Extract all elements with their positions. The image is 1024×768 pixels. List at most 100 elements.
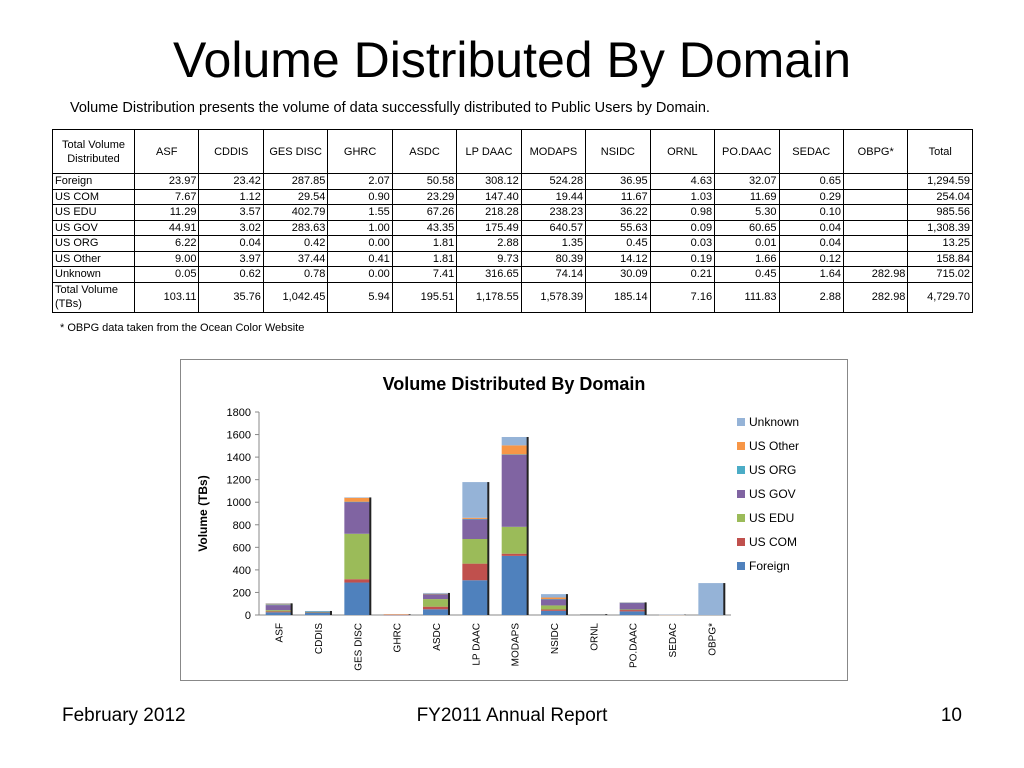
table-corner-header: Total Volume Distributed [52, 129, 135, 174]
column-header: OBPG* [842, 129, 909, 174]
table-cell: 1.81 [391, 250, 458, 267]
table-cell: 0.00 [327, 235, 393, 252]
table-cell: 3.57 [198, 204, 264, 221]
table-cell: 11.67 [585, 188, 651, 205]
table-cell: 1.66 [714, 250, 780, 267]
table-cell: 0.90 [327, 188, 393, 205]
column-header: ASDC [391, 129, 458, 174]
table-cell: 80.39 [520, 250, 587, 267]
bar-edge [447, 592, 450, 615]
bar-segment [462, 519, 489, 540]
bar-segment [462, 482, 489, 518]
footer-page-number: 10 [940, 705, 962, 726]
bar-segment [265, 604, 292, 606]
x-tick-label: NSIDC [550, 623, 561, 654]
slide-title: Volume Distributed By Domain [172, 32, 852, 88]
table-cell: 9.00 [133, 250, 200, 267]
table-cell: 1,294.59 [907, 173, 973, 190]
x-tick-label: ORNL [589, 623, 600, 651]
bar-segment [423, 606, 449, 610]
bar-segment [462, 563, 489, 581]
table-cell: 7.67 [133, 188, 200, 205]
bar-segment [541, 599, 567, 600]
bar-segment [305, 612, 331, 615]
table-cell: 4,729.70 [907, 281, 973, 313]
bar-segment [383, 614, 410, 615]
table-cell: 3.02 [198, 219, 264, 236]
bar-segment [501, 445, 528, 455]
bar-edge [644, 602, 647, 615]
table-cell: 44.91 [133, 219, 200, 236]
table-cell: 0.04 [778, 235, 844, 252]
table-cell: 1.81 [391, 235, 458, 252]
table-cell [842, 173, 909, 190]
y-tick-label: 200 [233, 587, 251, 599]
table-cell: 4.63 [649, 173, 716, 190]
table-cell: 35.76 [198, 281, 264, 313]
table-cell: 19.44 [520, 188, 587, 205]
table-cell: 1.00 [327, 219, 393, 236]
row-label: Unknown [52, 266, 135, 283]
table-row: Total Volume (TBs) 103.11 35.76 1,042.45 5.9… [52, 281, 973, 313]
legend-swatch [737, 562, 745, 570]
x-tick-label: OBPG* [707, 623, 718, 656]
table-cell: 29.54 [262, 188, 329, 205]
table-cell: 32.07 [714, 173, 780, 190]
table-cell: 1.64 [778, 266, 844, 283]
column-header: LP DAAC [456, 129, 522, 174]
table-cell: 185.14 [585, 281, 651, 313]
bar-segment [501, 436, 528, 446]
bar-segment [541, 597, 567, 600]
y-tick-label: 400 [233, 565, 251, 577]
table-cell: 11.29 [133, 204, 200, 221]
table-cell: 0.21 [649, 266, 716, 283]
table-cell: 0.45 [714, 266, 780, 283]
bar-segment [462, 539, 489, 564]
column-header: ORNL [649, 129, 716, 174]
legend-swatch [737, 490, 745, 498]
table-cell: 1,308.39 [907, 219, 973, 236]
table-cell: 147.40 [456, 188, 522, 205]
bar-edge [408, 614, 411, 615]
bar-segment [305, 610, 331, 612]
bar-segment [344, 501, 371, 534]
column-header: ASF [133, 129, 200, 174]
table-cell: 0.04 [778, 219, 844, 236]
row-label: US EDU [52, 204, 135, 221]
column-header: SEDAC [778, 129, 844, 174]
table-cell: 308.12 [456, 173, 522, 190]
column-header: NSIDC [585, 129, 651, 174]
x-tick-label: CDDIS [314, 623, 325, 654]
bar-segment [501, 454, 528, 527]
x-tick-label: SEDAC [668, 623, 679, 657]
y-tick-label: 0 [245, 610, 251, 622]
bar-segment [619, 602, 646, 610]
legend-label: US EDU [749, 511, 794, 525]
table-cell [842, 219, 909, 236]
bar-segment [305, 612, 331, 613]
table-cell: 715.02 [907, 266, 973, 283]
table-cell: 195.51 [391, 281, 458, 313]
table-cell: 0.45 [585, 235, 651, 252]
table-cell: 1,042.45 [262, 281, 329, 313]
table-cell: 23.29 [391, 188, 458, 205]
table-cell: 0.10 [778, 204, 844, 221]
legend-swatch [737, 466, 745, 474]
table-cell: 0.05 [133, 266, 200, 283]
table-cell: 254.04 [907, 188, 973, 205]
legend-label: US ORG [749, 463, 796, 477]
legend-label: Foreign [749, 559, 790, 573]
bar-segment [580, 614, 607, 615]
bar-edge [290, 603, 293, 615]
legend-swatch [737, 538, 745, 546]
bar-segment [541, 599, 567, 606]
table-cell: 2.88 [778, 281, 844, 313]
table-cell: 36.22 [585, 204, 651, 221]
table-header-row: Total Volume Distributed ASF CDDIS GES D… [52, 129, 973, 174]
slide-subtitle: Volume Distribution presents the volume … [70, 100, 710, 116]
bar-segment [619, 611, 646, 615]
table-cell: 5.94 [327, 281, 393, 313]
table-cell: 5.30 [714, 204, 780, 221]
bar-segment [344, 497, 371, 498]
bar-segment [265, 611, 292, 613]
